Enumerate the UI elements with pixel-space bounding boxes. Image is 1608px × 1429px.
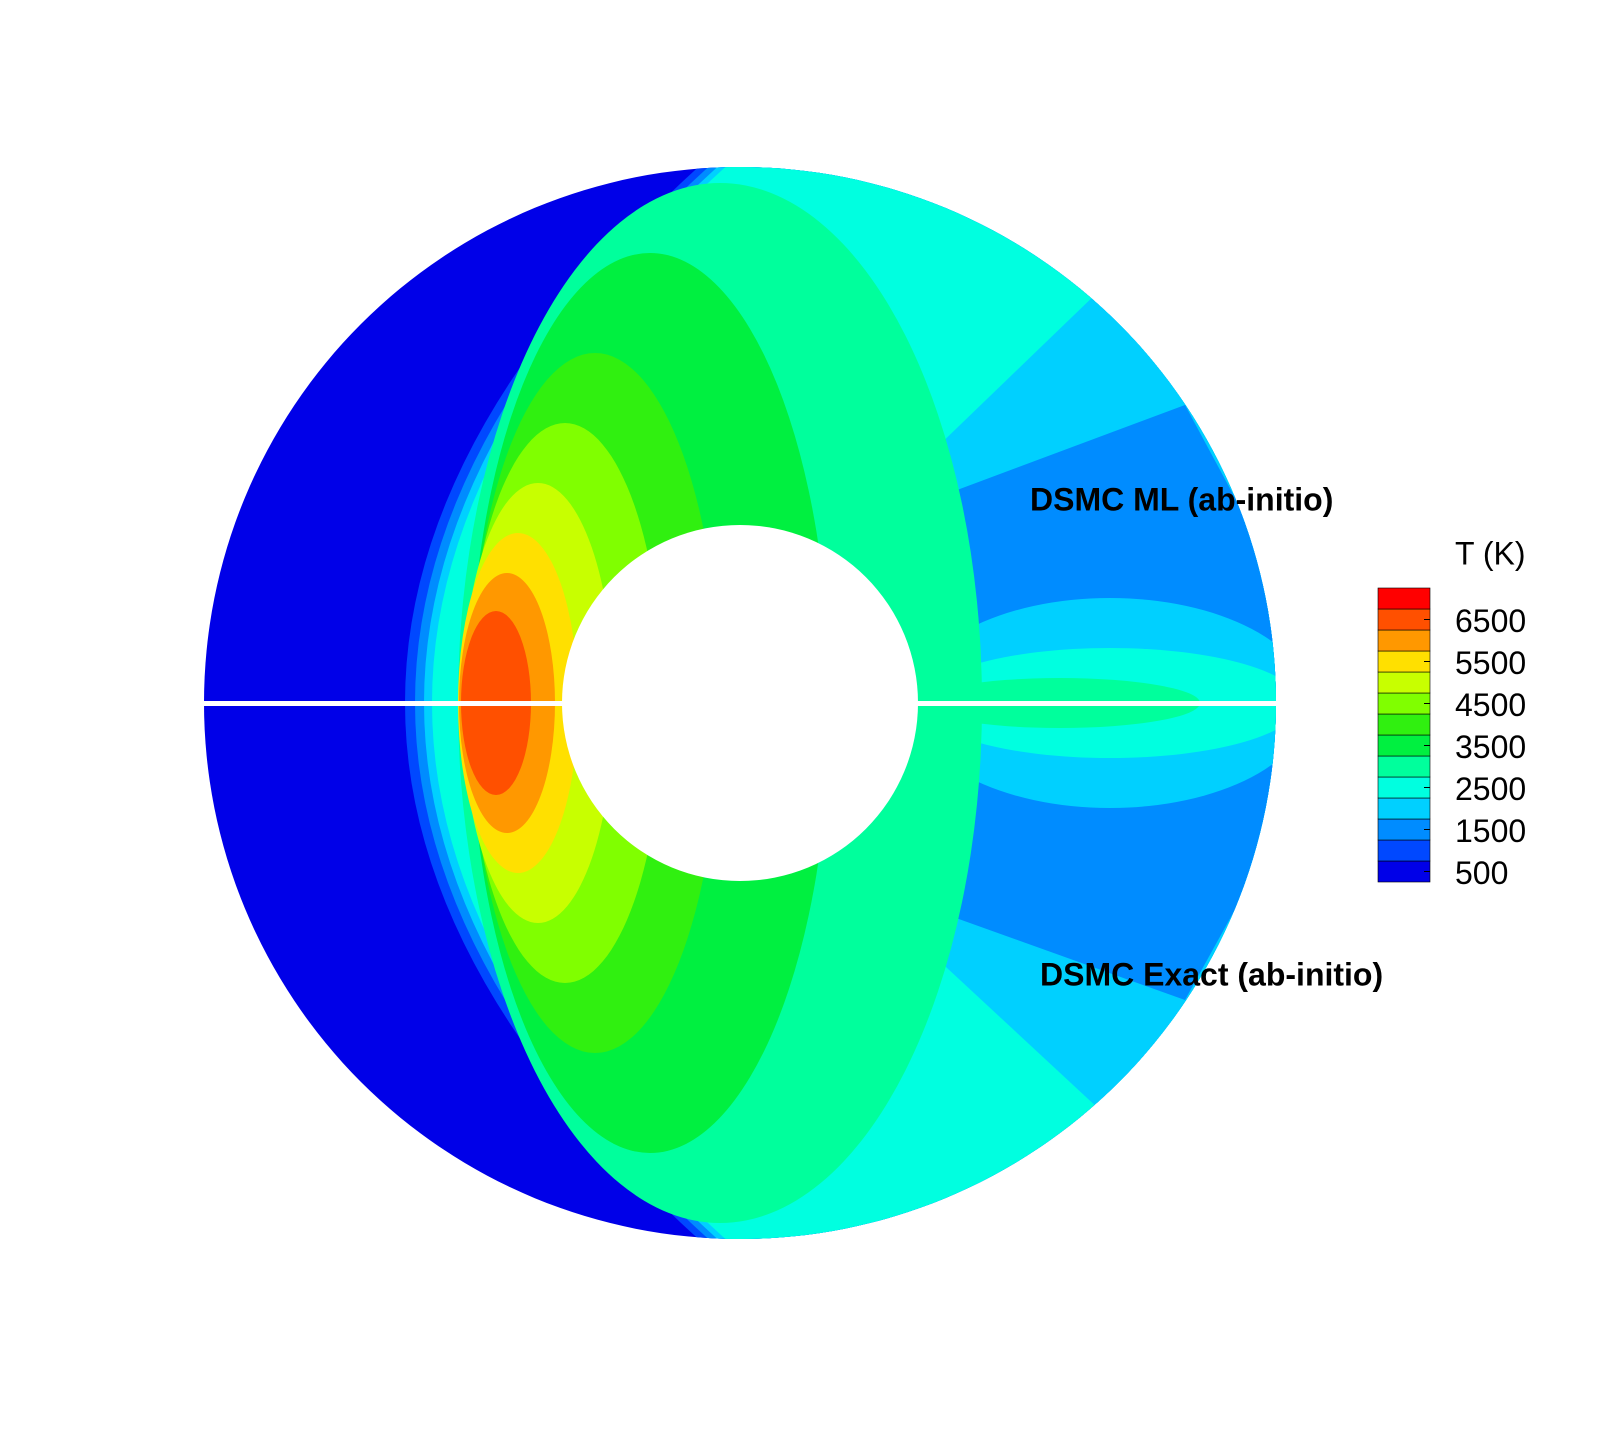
colorbar-band	[1377, 629, 1431, 652]
colorbar-band	[1377, 797, 1431, 820]
colorbar-tick-label: 3500	[1455, 729, 1526, 765]
colorbar-band	[1377, 755, 1431, 778]
colorbar-band	[1377, 776, 1431, 799]
colorbar-band	[1377, 587, 1431, 610]
colorbar-band	[1377, 734, 1431, 757]
colorbar-tick-label: 6500	[1455, 603, 1526, 639]
colorbar-tick-label: 4500	[1455, 687, 1526, 723]
colorbar-tick-label: 5500	[1455, 645, 1526, 681]
colorbar-title: T (K)	[1455, 535, 1526, 571]
annotation: DSMC Exact (ab-initio)	[1040, 956, 1383, 992]
colorbar-tick-label: 500	[1455, 855, 1508, 891]
colorbar-band	[1377, 671, 1431, 694]
colorbar-band	[1377, 692, 1431, 715]
colorbar-tick-label: 2500	[1455, 771, 1526, 807]
colorbar-band	[1377, 608, 1431, 631]
colorbar-band	[1377, 713, 1431, 736]
colorbar-band	[1377, 839, 1431, 862]
split-line	[200, 701, 1282, 706]
colorbar-band	[1377, 818, 1431, 841]
contour-field	[204, 167, 1276, 1239]
colorbar: 500 1500 2500 3500 4500 5500 6500	[1377, 587, 1526, 891]
annotation: DSMC ML (ab-initio)	[1030, 481, 1333, 517]
colorbar-band	[1377, 860, 1431, 883]
colorbar-tick-label: 1500	[1455, 813, 1526, 849]
colorbar-band	[1377, 650, 1431, 673]
